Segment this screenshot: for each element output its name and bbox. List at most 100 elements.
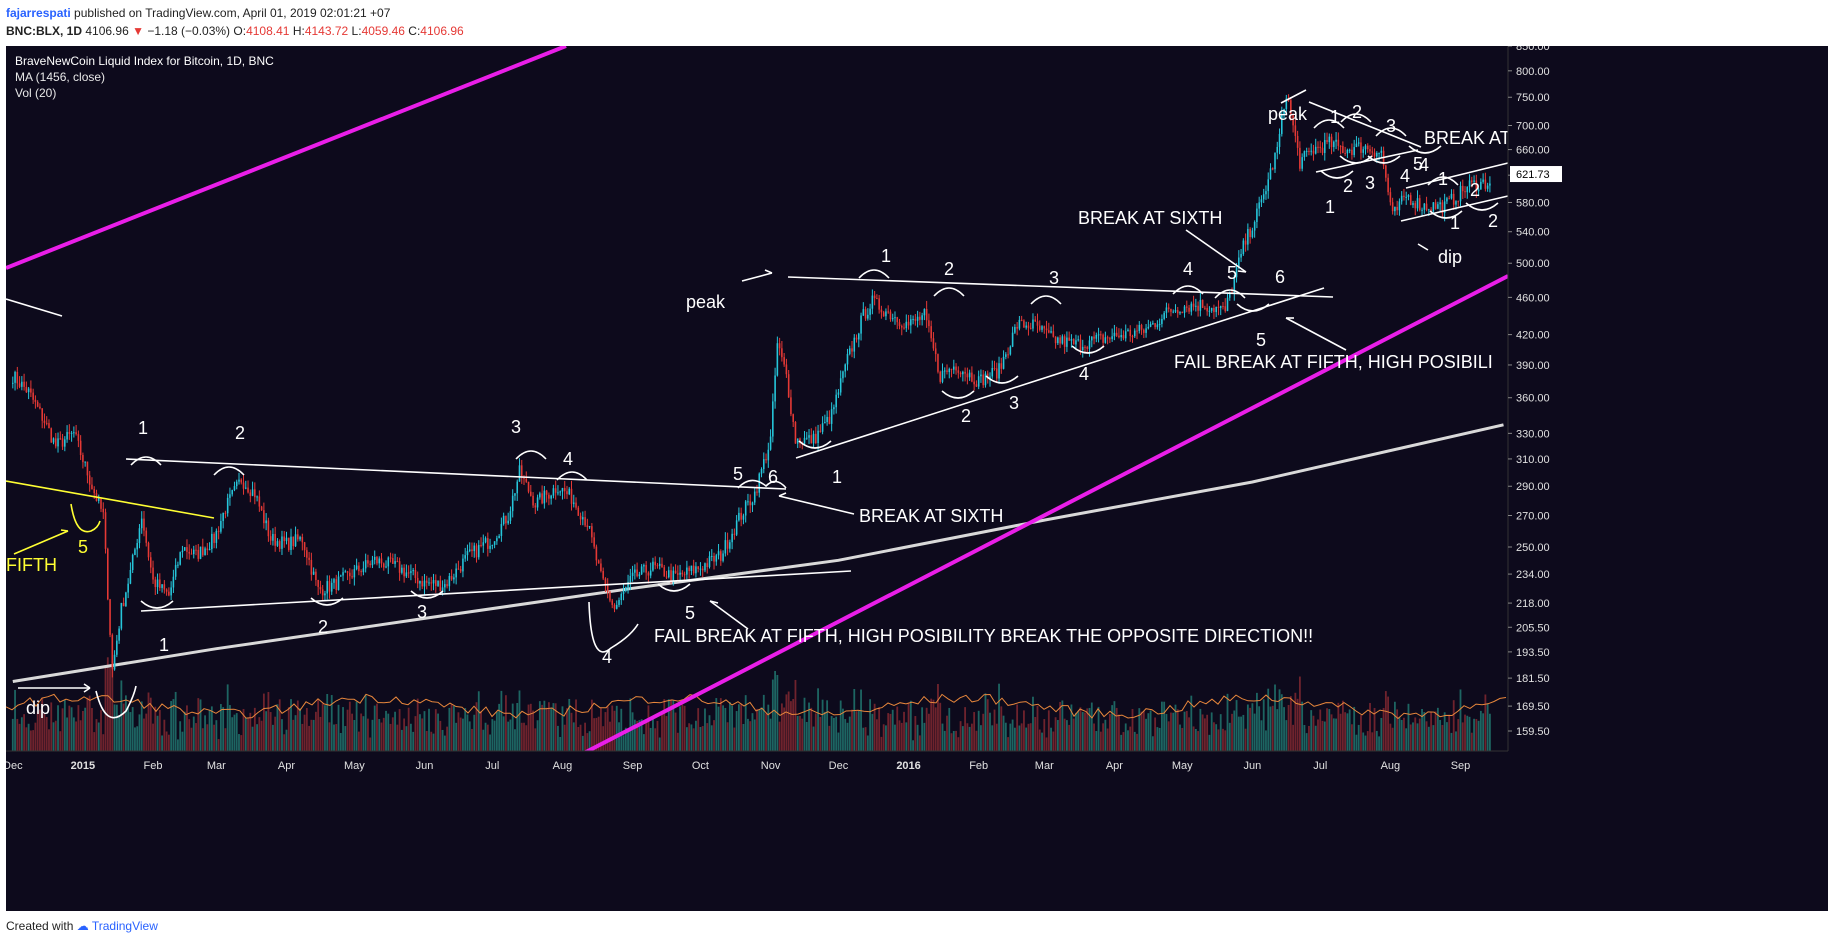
candle-body xyxy=(796,438,799,444)
volume-bar xyxy=(428,708,430,751)
volume-bar xyxy=(975,730,978,751)
volume-bar xyxy=(529,703,532,751)
candle-body xyxy=(552,488,555,496)
volume-bar xyxy=(767,704,770,751)
candle-body xyxy=(1292,115,1294,126)
candle-body xyxy=(873,295,876,299)
candle-body xyxy=(1466,186,1469,193)
volume-bar xyxy=(439,720,442,751)
break-sixth-arrow-head xyxy=(778,492,787,497)
volume-bar xyxy=(1441,724,1444,751)
author-link[interactable]: fajarrespati xyxy=(6,6,71,20)
volume-bar xyxy=(681,704,684,751)
fifth-arrow-head xyxy=(60,529,69,532)
candle-body xyxy=(487,538,489,549)
candle-body xyxy=(582,517,584,520)
peak-arrow xyxy=(741,272,773,282)
price-chart-svg[interactable]: peak peak dip dip FIFTH BREAK AT SIXTH BREAK A… xyxy=(6,46,1828,911)
candle-body xyxy=(769,436,772,450)
volume-bar xyxy=(1317,719,1319,751)
candle-body xyxy=(1303,151,1306,158)
volume-bar xyxy=(1156,727,1159,751)
candle-body xyxy=(213,533,215,543)
volume-bar xyxy=(396,724,399,751)
candle-body xyxy=(871,295,874,309)
candle-body xyxy=(1337,139,1340,146)
candle-body xyxy=(1152,323,1154,325)
candle-body xyxy=(498,535,500,539)
candle-body xyxy=(50,428,53,443)
candle-body xyxy=(1430,209,1432,212)
volume-bar xyxy=(1328,709,1331,751)
volume-bar xyxy=(314,711,317,751)
wave-arc xyxy=(1339,155,1373,164)
candle-body xyxy=(382,563,385,568)
chart-panel[interactable]: peak peak dip dip FIFTH BREAK AT SIXTH BREAK A… xyxy=(6,46,1828,911)
candle-body xyxy=(803,437,806,444)
volume-bar xyxy=(1025,727,1028,751)
candle-body xyxy=(937,354,939,372)
candle-body xyxy=(116,640,118,655)
sixth-arc xyxy=(737,479,787,489)
volume-bar xyxy=(1344,712,1347,751)
volume-bar xyxy=(138,714,141,751)
volume-bar xyxy=(199,699,202,751)
volume-bar xyxy=(136,726,139,751)
volume-bar xyxy=(1167,721,1170,751)
candle-body xyxy=(991,368,994,377)
volume-bar xyxy=(1029,723,1032,751)
candle-body xyxy=(457,568,460,570)
volume-bar xyxy=(400,729,403,751)
candle-body xyxy=(294,534,297,547)
volume-bar xyxy=(1450,732,1453,751)
candle-body xyxy=(1486,185,1489,189)
volume-bar xyxy=(1226,693,1229,751)
volume-bar xyxy=(848,716,851,751)
candle-body xyxy=(878,298,880,310)
wave-number-2: 2 xyxy=(961,406,971,426)
volume-bar xyxy=(1403,717,1405,751)
volume-bar xyxy=(238,734,240,751)
candle-body xyxy=(466,551,469,556)
candle-body xyxy=(1027,325,1030,328)
volume-bar xyxy=(1341,700,1344,751)
candle-body xyxy=(708,556,711,568)
volume-bar xyxy=(1097,706,1100,751)
candle-body xyxy=(1066,337,1068,347)
mini-lower-line-1 xyxy=(1315,149,1419,173)
wave-arc xyxy=(213,466,245,476)
candle-body xyxy=(848,348,851,354)
candle-body xyxy=(163,584,166,590)
candle-body xyxy=(821,423,824,432)
volume-bar xyxy=(1063,718,1066,751)
candle-body xyxy=(30,388,32,393)
candle-body xyxy=(430,582,433,584)
tradingview-link[interactable]: TradingView xyxy=(91,919,158,933)
volume-bar xyxy=(188,719,191,751)
candle-body xyxy=(1005,354,1007,357)
volume-bar xyxy=(642,734,645,751)
volume-bar xyxy=(609,721,611,751)
candle-body xyxy=(165,589,168,592)
candle-body xyxy=(887,311,889,313)
candle-body xyxy=(636,569,638,577)
candle-body xyxy=(1477,189,1480,192)
candle-body xyxy=(1418,198,1421,211)
volume-bar xyxy=(1052,731,1055,751)
candle-body xyxy=(1312,150,1315,154)
candle-body xyxy=(206,548,209,551)
time-tick-label: May xyxy=(344,760,365,772)
volume-bar xyxy=(131,707,134,751)
candle-body xyxy=(620,593,623,601)
volume-bar xyxy=(821,699,824,751)
candle-body xyxy=(362,568,365,573)
candle-body xyxy=(301,537,304,543)
candle-body xyxy=(1106,337,1109,339)
volume-bar xyxy=(274,716,277,751)
open-label: O: xyxy=(233,24,247,38)
volume-bar xyxy=(957,737,960,751)
volume-bar xyxy=(934,707,937,751)
volume-bar xyxy=(52,722,55,751)
candle-body xyxy=(77,434,80,441)
volume-bar xyxy=(869,699,872,751)
